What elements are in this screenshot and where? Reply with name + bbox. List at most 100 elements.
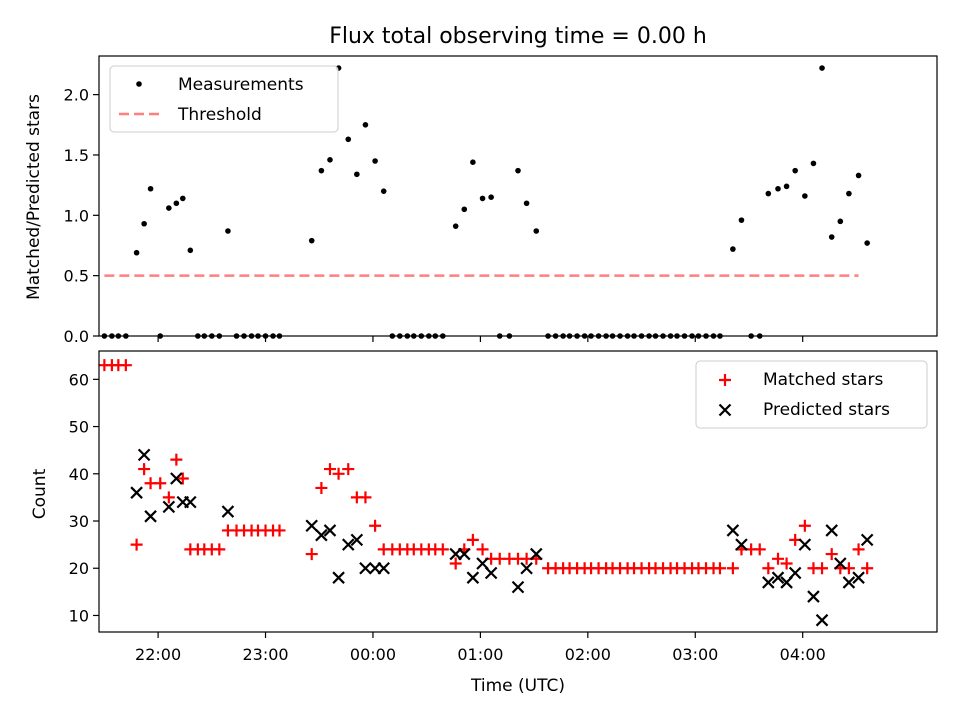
predicted-star-point — [860, 533, 874, 547]
top-panel: 0.00.51.01.52.0 Matched/Predicted stars … — [24, 55, 938, 346]
predicted-star-point — [458, 547, 471, 561]
measurement-point — [133, 249, 140, 256]
matched-star-point — [852, 543, 865, 556]
measurement-point — [452, 223, 459, 229]
measurement-point — [461, 206, 468, 213]
matched-star-point — [170, 453, 183, 466]
measurement-point — [173, 200, 180, 207]
y-tick-label: 30 — [69, 512, 89, 531]
measurement-point — [380, 188, 387, 194]
matched-star-point — [305, 548, 318, 561]
predicted-star-point — [130, 486, 143, 499]
matched-star-point — [323, 463, 336, 476]
predicted-star-point — [466, 571, 480, 584]
measurement-point — [533, 228, 540, 234]
measurement-point — [783, 183, 790, 190]
predicted-star-point — [529, 547, 543, 561]
predicted-star-point — [323, 524, 337, 537]
bottom-y-axis-label: Count — [30, 468, 50, 519]
matched-star-point — [342, 463, 355, 476]
predicted-star-point — [162, 500, 176, 514]
measurement-point — [488, 194, 494, 201]
matched-star-point — [130, 538, 143, 551]
measurement-point — [855, 172, 862, 179]
matched-star-point — [213, 543, 226, 556]
predicted-star-point — [771, 571, 785, 584]
measurement-point — [802, 193, 808, 199]
matched-star-point — [713, 562, 726, 575]
matched-star-point — [476, 543, 489, 556]
y-tick-label: 10 — [69, 606, 89, 625]
x-tick-label: 03:00 — [672, 645, 718, 664]
measurement-point — [372, 158, 378, 164]
top-axes-frame — [98, 55, 938, 337]
matched-star-point — [273, 524, 286, 537]
bottom-y-ticks: 10 20 30 40 50 60 — [69, 370, 99, 625]
measurement-point — [846, 190, 852, 197]
predicted-star-point — [144, 510, 157, 523]
matched-star-point — [154, 477, 167, 490]
predicted-star-point — [842, 576, 856, 589]
top-legend-box — [109, 65, 339, 133]
x-tick-label: 00:00 — [350, 645, 396, 664]
predicted-star-point — [511, 580, 525, 594]
measurement-point — [166, 205, 172, 211]
measurement-point — [354, 171, 360, 178]
measurement-point — [308, 237, 315, 244]
measurement-point — [470, 159, 476, 166]
measurement-point — [828, 234, 835, 240]
predicted-star-point — [815, 613, 829, 627]
predicted-star-point — [221, 505, 235, 518]
legend-matched-plus — [719, 374, 731, 386]
bottom-legend-box — [695, 360, 928, 429]
predicted-star-point — [484, 566, 498, 580]
y-tick-label: 20 — [69, 559, 89, 578]
predicted-star-point — [520, 561, 533, 575]
measurement-point — [819, 65, 825, 71]
y-tick-label: 60 — [69, 370, 89, 389]
x-axis-label: Time (UTC) — [470, 676, 565, 696]
measurement-point — [147, 185, 154, 192]
legend-predicted-label: Predicted stars — [763, 400, 890, 420]
top-y-axis-label: Matched/Predicted stars — [24, 94, 44, 300]
predicted-star-point — [332, 571, 345, 584]
predicted-star-point — [852, 571, 865, 584]
y-tick-label: 0.5 — [64, 267, 89, 286]
matched-star-point — [825, 548, 838, 561]
matched-star-point — [436, 543, 449, 556]
predicted-star-point — [735, 538, 748, 551]
measurement-point — [180, 195, 186, 202]
matched-star-point — [861, 562, 874, 575]
matched-star-point — [369, 519, 382, 532]
matched-star-point — [798, 519, 811, 532]
matched-star-point — [780, 557, 793, 570]
bottom-panel: 10 20 30 40 50 60 22:00 23:00 00:00 01:00 02:00 03… — [30, 350, 938, 696]
predicted-star-point — [377, 561, 390, 575]
measurement-point — [141, 220, 147, 227]
bottom-x-ticks: 22:00 23:00 00:00 01:00 02:00 03:00 04:00 — [135, 632, 826, 664]
predicted-star-point — [350, 533, 364, 547]
predicted-star-point — [726, 524, 740, 537]
matched-star-point — [816, 562, 829, 575]
matched-star-point — [332, 467, 345, 480]
predicted-star-point — [305, 519, 319, 533]
measurement-point — [515, 167, 521, 174]
x-tick-label: 01:00 — [457, 645, 503, 664]
measurement-point — [810, 160, 817, 167]
measurement-point — [864, 240, 870, 246]
top-legend: Measurements Threshold — [109, 65, 339, 133]
matched-star-points — [98, 359, 874, 575]
measurement-point — [765, 190, 772, 197]
x-tick-label: 23:00 — [242, 645, 288, 664]
matched-star-point — [315, 481, 328, 494]
measurement-point — [345, 136, 352, 143]
legend-predicted-cross — [718, 403, 732, 417]
y-tick-label: 1.0 — [64, 206, 89, 225]
matched-star-point — [753, 543, 766, 556]
predicted-star-point — [788, 566, 802, 580]
matched-star-point — [449, 557, 462, 570]
legend-measurements-marker — [136, 81, 142, 87]
x-tick-label: 22:00 — [135, 645, 181, 664]
matched-star-point — [138, 463, 151, 476]
